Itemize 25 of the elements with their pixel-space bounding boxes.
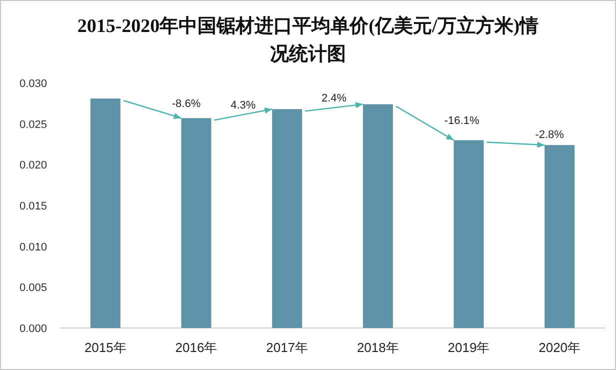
y-tick-label: 0.005 (19, 282, 47, 294)
bar (544, 145, 575, 328)
x-tick-label: 2020年 (538, 340, 581, 355)
annotation: -2.8% (535, 129, 564, 142)
y-tick-label: 0.010 (19, 241, 47, 254)
x-tick-label: 2016年 (175, 340, 218, 355)
y-tick-label: 0.020 (19, 160, 47, 172)
chart-title: 2015-2020年中国锯材进口平均单价(亿美元/万立方米)情况统计图 (77, 15, 539, 65)
annotation: -16.1% (444, 114, 480, 127)
bar (272, 109, 302, 328)
bar (181, 118, 212, 328)
y-tick-label: 0.015 (19, 200, 47, 212)
x-tick-label: 2017年 (266, 340, 308, 355)
y-tick-label: 0.025 (19, 118, 47, 131)
x-tick-label: 2015年 (84, 340, 126, 355)
annotation: -8.6% (172, 98, 201, 110)
annotation: 4.3% (230, 100, 256, 112)
y-tick-label: 0.030 (19, 78, 47, 90)
annotation: 2.4% (321, 92, 347, 105)
x-tick-label: 2018年 (356, 340, 399, 355)
bar (362, 104, 393, 328)
bar (454, 140, 484, 328)
bar (90, 98, 120, 328)
x-tick-label: 2019年 (448, 340, 490, 355)
y-tick-label: 0.000 (19, 323, 47, 335)
